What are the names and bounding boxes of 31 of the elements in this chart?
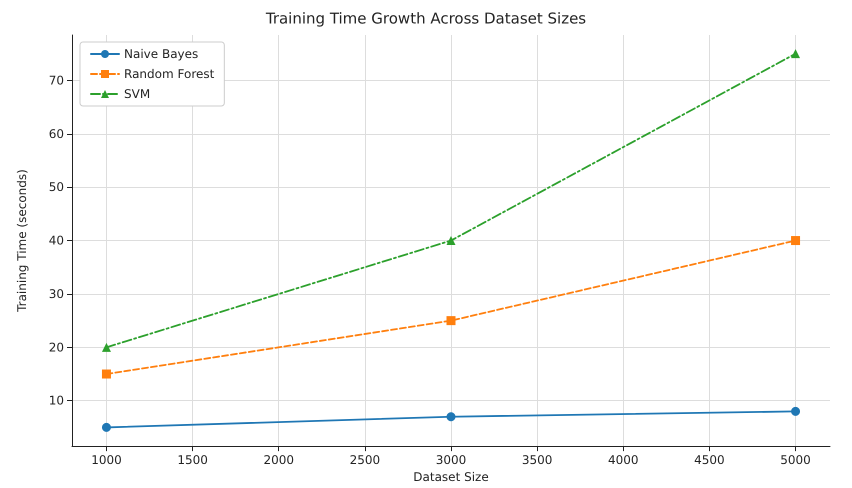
point bbox=[102, 370, 111, 379]
y-tick-label: 40 bbox=[48, 234, 64, 248]
x-tick-label: 2500 bbox=[350, 453, 380, 468]
y-tick-label: 10 bbox=[48, 394, 64, 408]
point bbox=[791, 406, 800, 416]
x-tick-label: 5000 bbox=[780, 453, 811, 468]
y-tick-label: 60 bbox=[48, 126, 64, 141]
y-axis-title: Training Time (seconds) bbox=[15, 169, 29, 313]
y-tick-label: 70 bbox=[48, 73, 64, 88]
point bbox=[102, 342, 111, 352]
point bbox=[446, 412, 456, 422]
x-tick-label: 4000 bbox=[608, 453, 639, 468]
x-tick-label: 1000 bbox=[91, 453, 122, 468]
x-tick-label: 1500 bbox=[177, 453, 208, 468]
legend-label: SVM bbox=[124, 87, 150, 101]
legend-label: Random Forest bbox=[124, 67, 215, 81]
y-tick-label: 50 bbox=[48, 180, 64, 194]
point bbox=[791, 49, 800, 58]
legend-label: Naive Bayes bbox=[124, 47, 198, 61]
y-tick-label: 20 bbox=[48, 340, 64, 354]
x-axis-title: Dataset Size bbox=[413, 470, 489, 484]
chart-title: Training Time Growth Across Dataset Sizes bbox=[264, 10, 586, 28]
x-tick-label: 3500 bbox=[522, 453, 552, 468]
x-tick-label: 3000 bbox=[436, 453, 466, 468]
point bbox=[446, 316, 456, 326]
point bbox=[791, 236, 800, 246]
point bbox=[446, 236, 456, 246]
point bbox=[102, 422, 111, 432]
x-tick-label: 4500 bbox=[694, 453, 725, 468]
y-tick-label: 30 bbox=[48, 286, 64, 301]
x-tick-label: 2000 bbox=[263, 453, 294, 468]
